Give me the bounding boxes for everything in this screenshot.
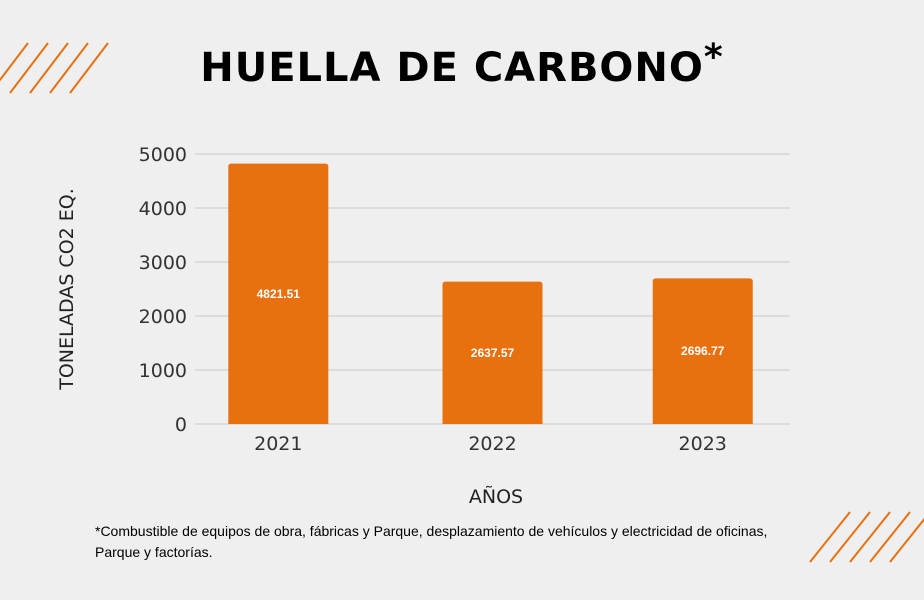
y-tick-label: 5000 xyxy=(139,144,187,166)
x-tick-label: 2022 xyxy=(468,433,516,455)
bar-data-label: 2696.77 xyxy=(681,344,725,358)
y-tick-label: 4000 xyxy=(139,198,187,220)
y-tick-label: 1000 xyxy=(139,360,187,382)
title-footnote-mark: * xyxy=(703,37,724,78)
bar xyxy=(228,163,329,424)
footnote: *Combustible de equipos de obra, fábrica… xyxy=(95,523,768,560)
y-tick-label: 3000 xyxy=(139,252,187,274)
chart-title: HUELLA DE CARBONO* xyxy=(0,37,924,91)
y-tick-label: 2000 xyxy=(139,306,187,328)
y-axis-title: TONELADAS CO2 EQ. xyxy=(56,188,78,391)
bar-data-label: 2637.57 xyxy=(471,346,515,360)
bar-data-label: 4821.51 xyxy=(257,287,301,301)
chart-title-text: HUELLA DE CARBONO xyxy=(200,45,704,91)
x-tick-label: 2021 xyxy=(254,433,302,455)
bar xyxy=(442,281,543,424)
decorative-stripes-bottom-right xyxy=(809,511,924,563)
bar xyxy=(652,278,753,424)
decorative-stripes-top-left xyxy=(0,42,109,94)
x-axis-title: AÑOS xyxy=(469,485,523,508)
y-tick-label: 0 xyxy=(175,414,187,436)
x-tick-label: 2023 xyxy=(679,433,727,455)
